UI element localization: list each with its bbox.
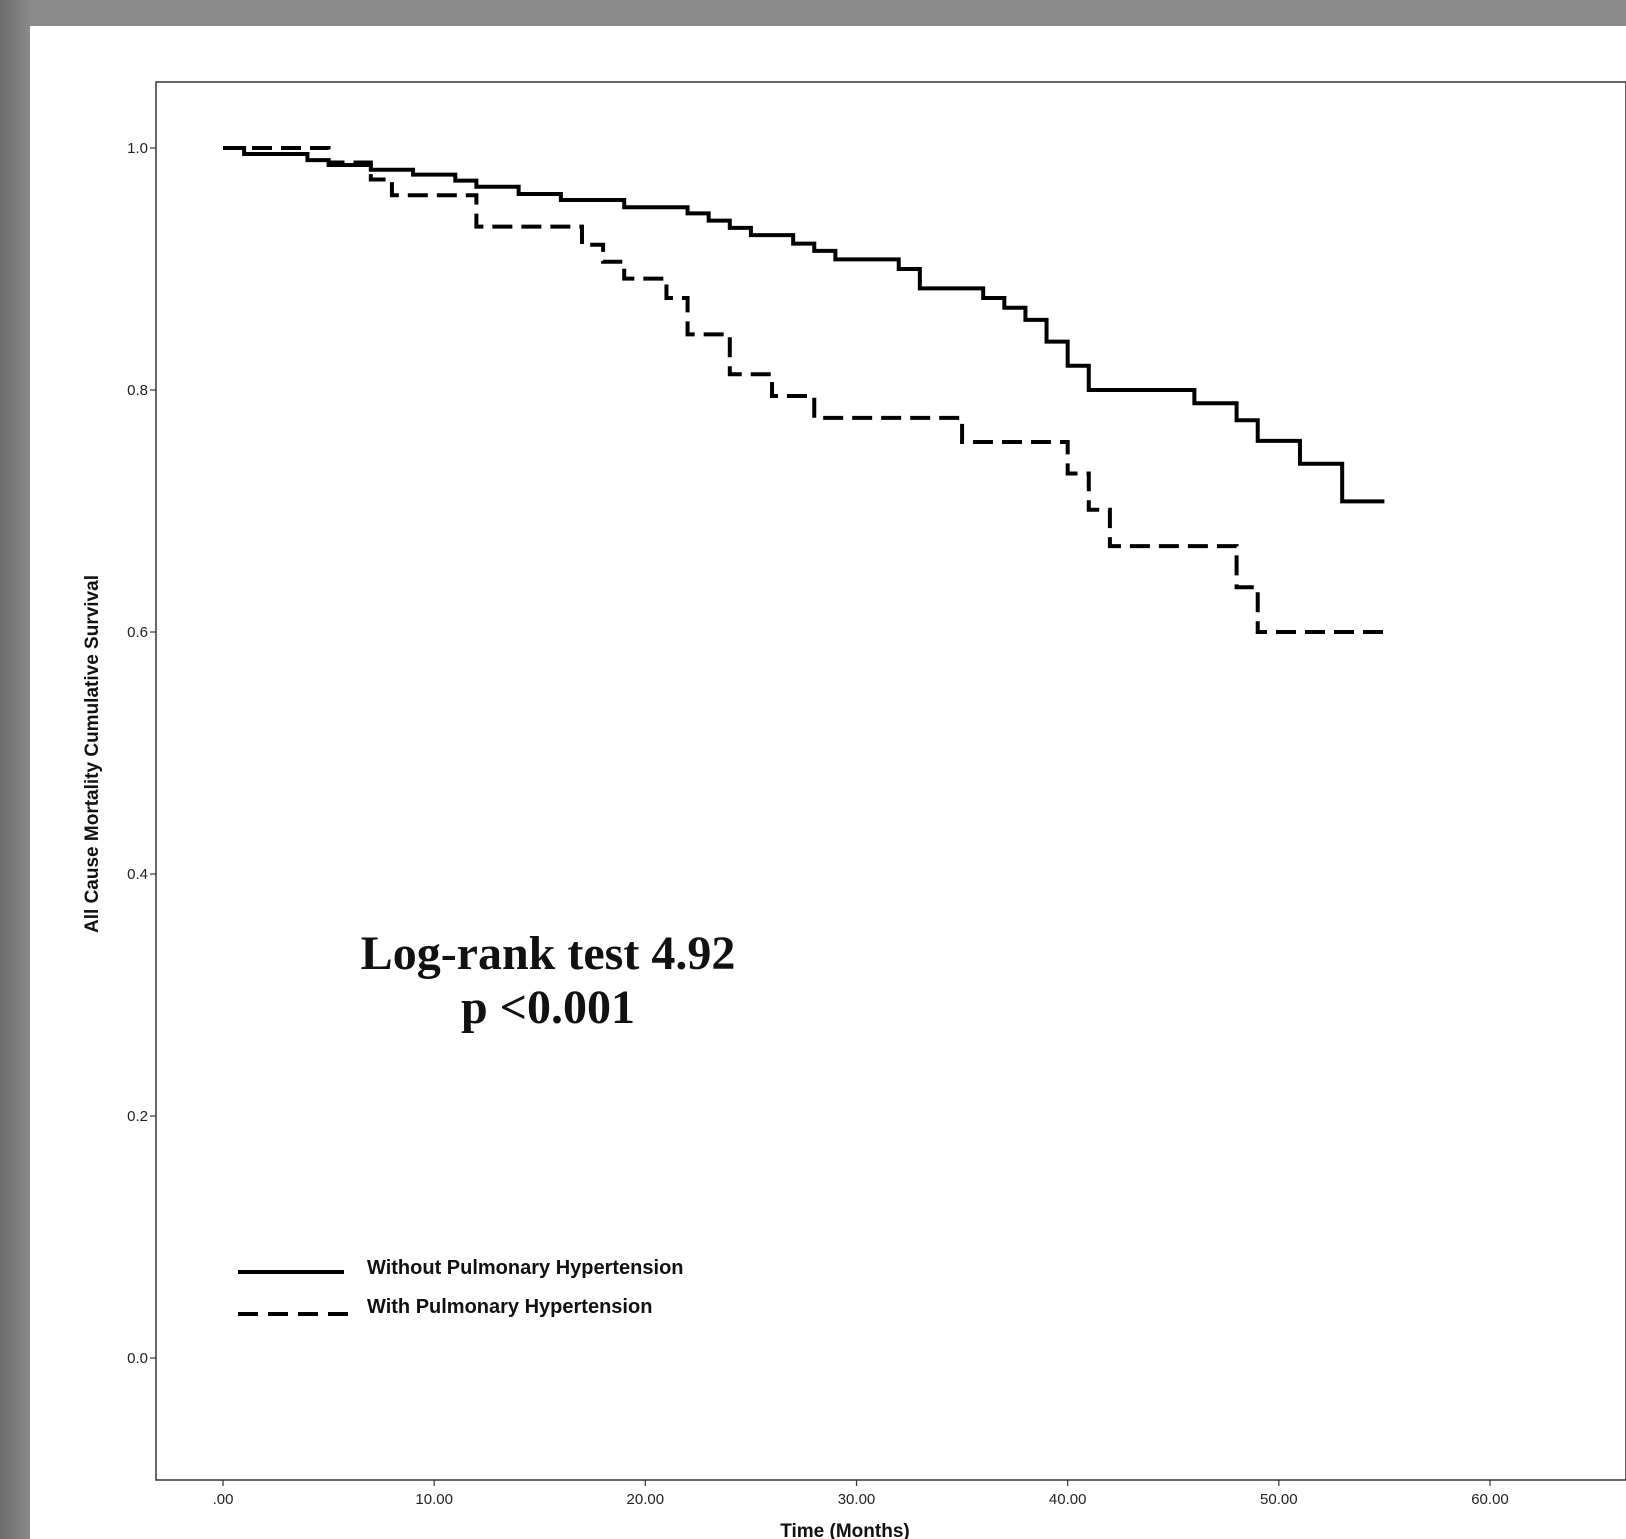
x-axis-ticks: .00 10.00 20.00 30.00 40.00 50.00 60.00	[213, 1480, 1509, 1508]
y-tick-label: 0.4	[127, 866, 148, 883]
legend: Without Pulmonary Hypertension With Pulm…	[238, 1257, 684, 1318]
slide-background: 0.0 0.2 0.4 0.6 0.8 1.0 .00 10.00 20.00 30.00 40.…	[30, 26, 1626, 1539]
x-tick-label: 20.00	[627, 1491, 665, 1508]
x-tick-label: .00	[213, 1491, 234, 1508]
series-without-ph-line	[223, 146, 1385, 504]
y-tick-label: 0.8	[127, 382, 148, 399]
x-tick-label: 50.00	[1260, 1491, 1298, 1508]
y-axis-ticks: 0.0 0.2 0.4 0.6 0.8 1.0	[127, 140, 156, 1367]
legend-label-without-ph: Without Pulmonary Hypertension	[367, 1257, 684, 1279]
plot-frame	[155, 81, 1626, 1481]
x-tick-label: 30.00	[838, 1491, 876, 1508]
series-layer	[223, 146, 1385, 634]
logrank-annotation: Log-rank test 4.92	[361, 927, 736, 980]
y-tick-label: 0.2	[127, 1108, 148, 1125]
y-tick-label: 0.6	[127, 624, 148, 641]
x-tick-label: 60.00	[1471, 1491, 1509, 1508]
y-tick-label: 0.0	[127, 1350, 148, 1367]
pvalue-annotation: p <0.001	[461, 981, 635, 1034]
x-tick-label: 40.00	[1049, 1491, 1087, 1508]
survival-chart: 0.0 0.2 0.4 0.6 0.8 1.0 .00 10.00 20.00 30.00 40.…	[82, 81, 1626, 1539]
series-with-ph-line	[223, 146, 1385, 634]
y-tick-label: 1.0	[127, 140, 148, 157]
x-tick-label: 10.00	[415, 1491, 453, 1508]
x-axis-title: Time (Months)	[780, 1521, 909, 1539]
y-axis-title: All Cause Mortality Cumulative Survival	[82, 575, 103, 933]
legend-label-with-ph: With Pulmonary Hypertension	[367, 1296, 652, 1318]
